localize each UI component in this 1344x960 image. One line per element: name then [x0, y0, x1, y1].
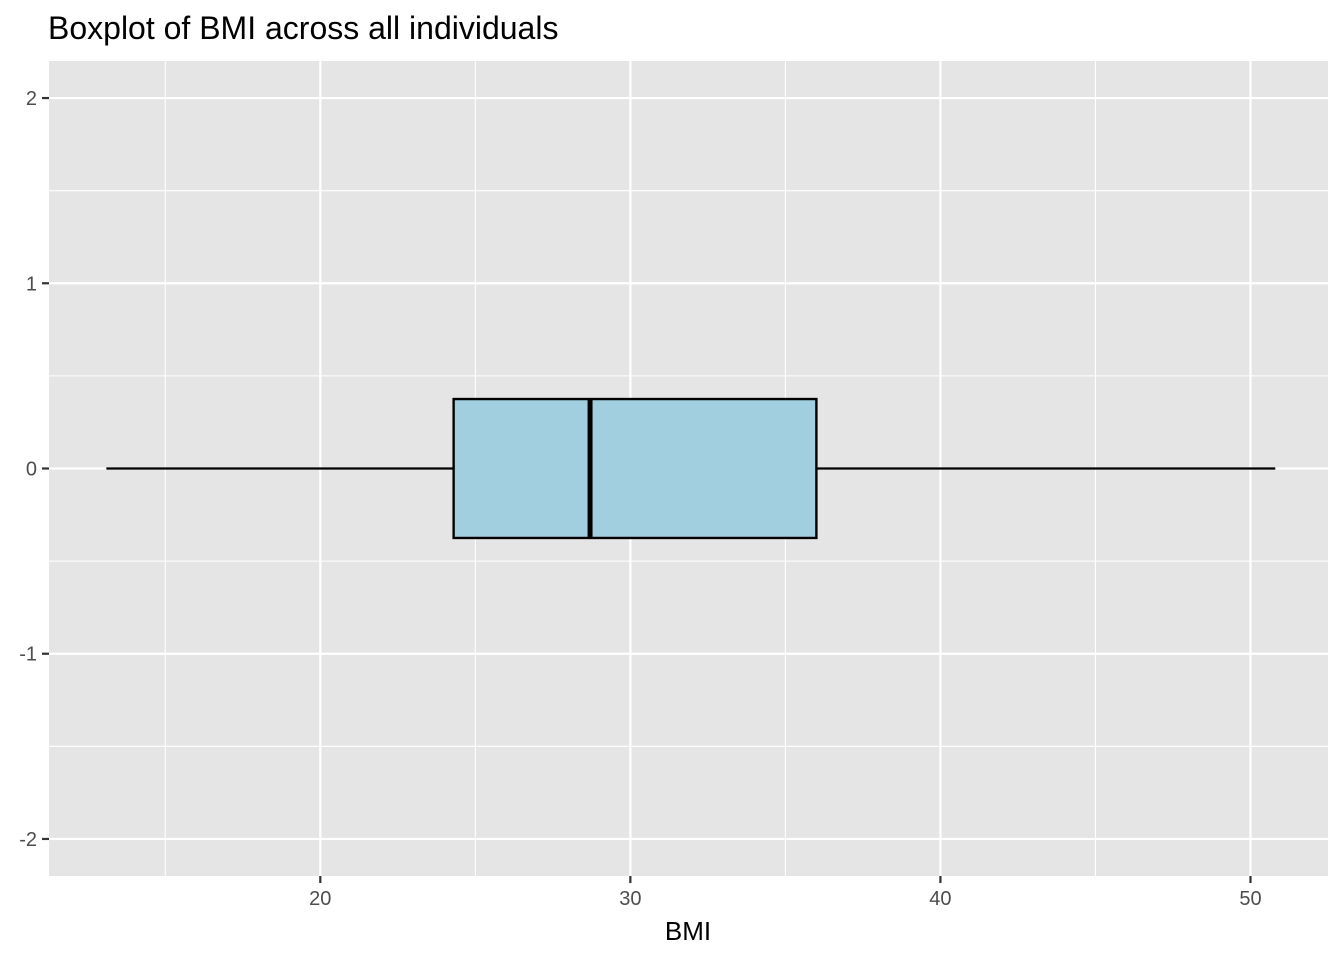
- x-tick-label: 40: [929, 888, 951, 910]
- axes: 20 30 40 50 -2 -1 0 1 2: [19, 88, 1261, 910]
- x-tick-label: 30: [619, 888, 641, 910]
- chart-title: Boxplot of BMI across all individuals: [48, 10, 558, 46]
- y-tick-label: -2: [19, 829, 37, 851]
- x-axis-title: BMI: [665, 916, 711, 946]
- y-tick-label: 1: [26, 273, 37, 295]
- y-tick-label: -1: [19, 644, 37, 666]
- x-tick-label: 50: [1239, 888, 1261, 910]
- iqr-box: [452, 397, 818, 540]
- x-tick-label: 20: [309, 888, 331, 910]
- y-tick-label: 0: [26, 459, 37, 481]
- y-tick-label: 2: [26, 88, 37, 110]
- boxplot-group: [106, 397, 1276, 540]
